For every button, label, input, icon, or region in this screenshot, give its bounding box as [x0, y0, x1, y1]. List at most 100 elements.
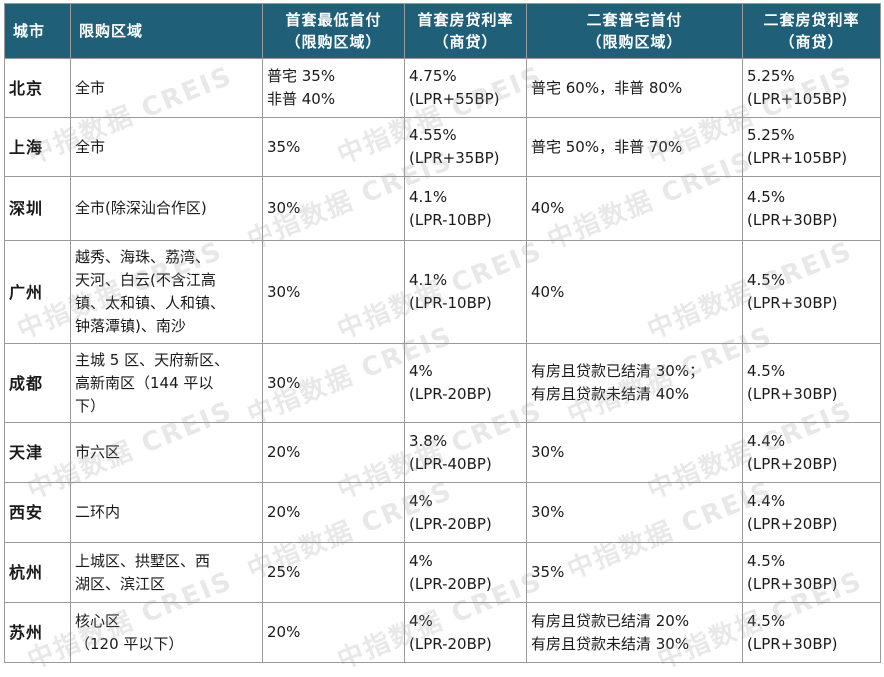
- table-row: 广州 越秀、海珠、荔湾、 天河、白云(不含江高 镇、太和镇、人和镇、 钟落潭镇)、南沙 3…: [4, 240, 881, 344]
- cell-line: 5.25%: [747, 67, 795, 85]
- cell-line: (LPR+30BP): [747, 294, 838, 312]
- cell-line: (LPR+105BP): [747, 149, 848, 167]
- cell-line: 25%: [267, 563, 301, 581]
- cell-line: 40%: [531, 282, 565, 301]
- cell-line: 4%: [409, 491, 433, 510]
- cell-line: 钟落潭镇)、南沙: [75, 317, 186, 335]
- cell-line: 35%: [531, 563, 565, 581]
- cell-line: (LPR-20BP): [409, 574, 492, 593]
- first-down-cell: 35%: [262, 117, 405, 177]
- cell-line: 全市(除深汕合作区): [75, 199, 207, 217]
- first-down-cell: 普宅 35% 非普 40%: [262, 58, 405, 118]
- first-down-cell: 25%: [262, 542, 405, 603]
- cell-line: 普宅 60%，非普 80%: [531, 78, 683, 97]
- cell-line: 4.4%: [747, 431, 786, 450]
- second-down-cell: 普宅 50%，非普 70%: [526, 117, 743, 177]
- cell-line: 35%: [267, 137, 301, 156]
- cell-line: 镇、太和镇、人和镇、: [75, 294, 226, 312]
- area-cell: 越秀、海珠、荔湾、 天河、白云(不含江高 镇、太和镇、人和镇、 钟落潭镇)、南沙: [70, 240, 263, 344]
- second-down-cell: 30%: [526, 422, 743, 483]
- table-row: 苏州 核心区 （120 平以下） 20% 4% (LPR-20BP) 有房且贷款已结清 20…: [4, 602, 881, 663]
- area-cell: 全市(除深汕合作区): [70, 176, 263, 241]
- first-down-cell: 20%: [262, 482, 405, 543]
- cell-line: 20%: [267, 623, 301, 641]
- cell-line: (LPR+55BP): [409, 90, 500, 108]
- cell-line: (LPR+30BP): [747, 385, 838, 403]
- city-cell: 深圳: [4, 176, 71, 241]
- cell-line: 4.1%: [409, 187, 448, 206]
- city-cell: 西安: [4, 482, 71, 543]
- cell-line: 4.5%: [747, 611, 786, 630]
- second-down-cell: 普宅 60%，非普 80%: [526, 58, 743, 118]
- first-rate-cell: 4% (LPR-20BP): [404, 602, 527, 663]
- city-cell: 北京: [4, 58, 71, 118]
- cell-line: 30%: [267, 282, 301, 301]
- cell-line: 湖区、滨江区: [75, 574, 166, 593]
- cell-line: 30%: [531, 443, 565, 461]
- cell-line: 普宅 50%，非普 70%: [531, 137, 683, 156]
- second-rate-cell: 5.25% (LPR+105BP): [742, 58, 881, 118]
- cell-line: 核心区: [75, 611, 121, 630]
- purchase-policy-table: 城市 限购区域 首套最低首付 （限购区域） 首套房贷利率 （商贷） 二套普宅首付 （限…: [4, 3, 881, 663]
- first-rate-cell: 4% (LPR-20BP): [404, 343, 527, 423]
- first-rate-cell: 4.55% (LPR+35BP): [404, 117, 527, 177]
- second-rate-cell: 4.5% (LPR+30BP): [742, 240, 881, 344]
- cell-line: 4.1%: [409, 271, 448, 289]
- cell-line: 市六区: [75, 443, 121, 461]
- cell-line: (LPR-20BP): [409, 634, 492, 653]
- cell-line: 30%: [267, 373, 301, 392]
- header-area: 限购区域: [70, 3, 263, 59]
- cell-line: (LPR-10BP): [409, 210, 492, 229]
- cell-line: （120 平以下）: [75, 634, 184, 653]
- cell-line: (LPR+30BP): [747, 210, 838, 229]
- second-rate-cell: 4.5% (LPR+30BP): [742, 343, 881, 423]
- area-cell: 主城 5 区、天府新区、 高新南区（144 平以 下）: [70, 343, 263, 423]
- cell-line: 20%: [267, 503, 301, 521]
- second-rate-cell: 4.5% (LPR+30BP): [742, 602, 881, 663]
- cell-line: 主城 5 区、天府新区、: [75, 350, 230, 369]
- first-down-cell: 30%: [262, 343, 405, 423]
- cell-line: (LPR+20BP): [747, 454, 838, 473]
- first-rate-cell: 4% (LPR-20BP): [404, 542, 527, 603]
- city-cell: 上海: [4, 117, 71, 177]
- cell-line: (LPR+30BP): [747, 574, 838, 593]
- cell-line: (LPR+20BP): [747, 514, 838, 533]
- cell-line: (LPR-40BP): [409, 454, 492, 473]
- cell-line: 二环内: [75, 503, 121, 521]
- area-cell: 市六区: [70, 422, 263, 483]
- cell-line: 全市: [75, 78, 106, 97]
- first-rate-cell: 4% (LPR-20BP): [404, 482, 527, 543]
- area-cell: 上城区、拱墅区、西 湖区、滨江区: [70, 542, 263, 603]
- first-rate-cell: 3.8% (LPR-40BP): [404, 422, 527, 483]
- table-row: 西安 二环内 20% 4% (LPR-20BP) 30% 4.4% (LPR+20BP): [4, 482, 881, 543]
- table-row: 上海 全市 35% 4.55% (LPR+35BP) 普宅 50%，非普 70% 5.25%…: [4, 117, 881, 177]
- table-row: 深圳 全市(除深汕合作区) 30% 4.1% (LPR-10BP) 40% 4.5% (LPR…: [4, 176, 881, 241]
- header-second-rate: 二套房贷利率 （商贷）: [742, 3, 881, 59]
- second-rate-cell: 4.4% (LPR+20BP): [742, 422, 881, 483]
- cell-line: 20%: [267, 443, 301, 461]
- area-cell: 核心区 （120 平以下）: [70, 602, 263, 663]
- cell-line: 4%: [409, 362, 433, 380]
- cell-line: 4%: [409, 611, 433, 630]
- cell-line: 有房且贷款已结清 20%: [531, 611, 690, 630]
- second-down-cell: 40%: [526, 240, 743, 344]
- header-city: 城市: [4, 3, 71, 59]
- second-down-cell: 30%: [526, 482, 743, 543]
- cell-line: 非普 40%: [267, 90, 336, 108]
- table-row: 北京 全市 普宅 35% 非普 40% 4.75% (LPR+55BP) 普宅 60%，非普…: [4, 58, 881, 118]
- cell-line: (LPR-10BP): [409, 294, 492, 312]
- cell-line: 4.5%: [747, 362, 786, 380]
- cell-line: 4.5%: [747, 187, 786, 206]
- city-cell: 天津: [4, 422, 71, 483]
- city-cell: 广州: [4, 240, 71, 344]
- cell-line: 有房且贷款未结清 30%: [531, 634, 690, 653]
- cell-line: 4%: [409, 551, 433, 570]
- table-header: 城市 限购区域 首套最低首付 （限购区域） 首套房贷利率 （商贷） 二套普宅首付 （限…: [4, 3, 881, 59]
- area-cell: 全市: [70, 117, 263, 177]
- cell-line: 4.75%: [409, 67, 457, 85]
- cell-line: 高新南区（144 平以: [75, 373, 214, 392]
- cell-line: 3.8%: [409, 431, 448, 450]
- second-rate-cell: 5.25% (LPR+105BP): [742, 117, 881, 177]
- cell-line: 30%: [267, 199, 301, 217]
- first-rate-cell: 4.75% (LPR+55BP): [404, 58, 527, 118]
